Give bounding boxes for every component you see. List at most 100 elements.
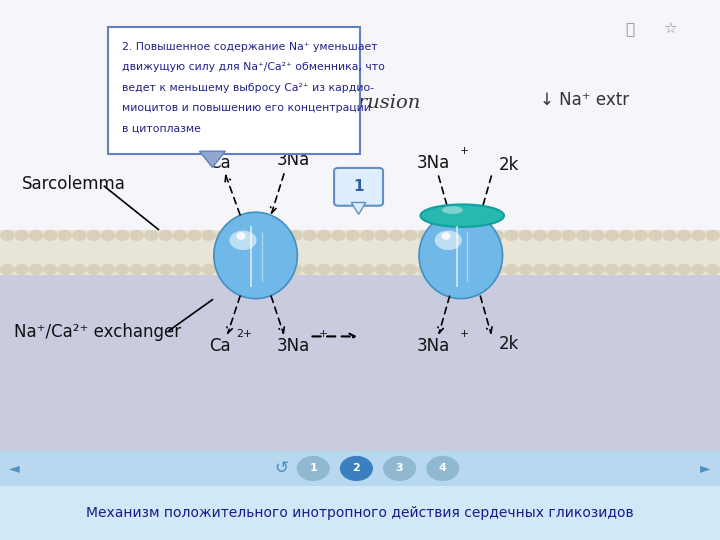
FancyBboxPatch shape bbox=[0, 0, 720, 451]
Text: ►: ► bbox=[701, 462, 711, 475]
Circle shape bbox=[116, 265, 129, 274]
Circle shape bbox=[332, 231, 345, 240]
Circle shape bbox=[202, 265, 215, 274]
Circle shape bbox=[260, 265, 273, 274]
Text: trusion: trusion bbox=[351, 93, 422, 112]
Text: 3: 3 bbox=[396, 463, 403, 474]
FancyBboxPatch shape bbox=[334, 168, 383, 206]
Text: 🗋: 🗋 bbox=[626, 22, 634, 37]
Circle shape bbox=[289, 231, 302, 240]
Circle shape bbox=[274, 265, 287, 274]
Circle shape bbox=[620, 265, 633, 274]
Circle shape bbox=[102, 265, 114, 274]
Circle shape bbox=[562, 231, 575, 240]
Text: Ca: Ca bbox=[210, 337, 231, 355]
Circle shape bbox=[692, 265, 705, 274]
Circle shape bbox=[159, 231, 172, 240]
Circle shape bbox=[159, 265, 172, 274]
Circle shape bbox=[361, 231, 374, 240]
Circle shape bbox=[519, 231, 532, 240]
Circle shape bbox=[606, 231, 618, 240]
Circle shape bbox=[102, 231, 114, 240]
Circle shape bbox=[58, 265, 71, 274]
Ellipse shape bbox=[435, 231, 462, 250]
Circle shape bbox=[591, 265, 604, 274]
Ellipse shape bbox=[441, 232, 451, 240]
Circle shape bbox=[116, 231, 129, 240]
Circle shape bbox=[519, 265, 532, 274]
Circle shape bbox=[634, 231, 647, 240]
Circle shape bbox=[341, 457, 372, 481]
Ellipse shape bbox=[236, 232, 246, 240]
Circle shape bbox=[692, 231, 705, 240]
Circle shape bbox=[649, 265, 662, 274]
Circle shape bbox=[476, 231, 489, 240]
Circle shape bbox=[318, 231, 330, 240]
Text: 2. Повышенное содержание Na⁺ уменьшает: 2. Повышенное содержание Na⁺ уменьшает bbox=[122, 42, 378, 52]
Text: +: + bbox=[459, 146, 469, 156]
Text: ☆: ☆ bbox=[663, 22, 676, 37]
Text: Ca: Ca bbox=[210, 153, 231, 172]
Circle shape bbox=[548, 265, 561, 274]
Text: 2+: 2+ bbox=[236, 146, 252, 156]
Circle shape bbox=[87, 265, 100, 274]
Ellipse shape bbox=[214, 212, 297, 299]
Circle shape bbox=[418, 231, 431, 240]
Circle shape bbox=[231, 231, 244, 240]
Circle shape bbox=[174, 265, 186, 274]
Text: 3Na: 3Na bbox=[417, 153, 450, 172]
Circle shape bbox=[505, 231, 518, 240]
Circle shape bbox=[706, 231, 719, 240]
Circle shape bbox=[15, 231, 28, 240]
Circle shape bbox=[231, 265, 244, 274]
Circle shape bbox=[30, 265, 42, 274]
Polygon shape bbox=[199, 151, 225, 167]
Ellipse shape bbox=[420, 205, 504, 227]
Circle shape bbox=[217, 231, 230, 240]
Circle shape bbox=[404, 265, 417, 274]
Circle shape bbox=[534, 265, 546, 274]
Circle shape bbox=[620, 231, 633, 240]
FancyBboxPatch shape bbox=[108, 27, 360, 154]
Circle shape bbox=[433, 231, 446, 240]
FancyBboxPatch shape bbox=[0, 451, 720, 486]
Circle shape bbox=[433, 265, 446, 274]
Circle shape bbox=[384, 457, 415, 481]
Text: +: + bbox=[459, 329, 469, 339]
Circle shape bbox=[332, 265, 345, 274]
Circle shape bbox=[188, 265, 201, 274]
Circle shape bbox=[591, 231, 604, 240]
Circle shape bbox=[346, 265, 359, 274]
Circle shape bbox=[706, 265, 719, 274]
Circle shape bbox=[30, 231, 42, 240]
Circle shape bbox=[246, 231, 258, 240]
Circle shape bbox=[663, 231, 676, 240]
Circle shape bbox=[274, 231, 287, 240]
Circle shape bbox=[447, 231, 460, 240]
Circle shape bbox=[577, 265, 590, 274]
Circle shape bbox=[297, 457, 329, 481]
Circle shape bbox=[476, 265, 489, 274]
Circle shape bbox=[346, 231, 359, 240]
Circle shape bbox=[447, 265, 460, 274]
Text: ↓ Na⁺ extr: ↓ Na⁺ extr bbox=[540, 91, 629, 109]
Circle shape bbox=[87, 231, 100, 240]
Text: 2k: 2k bbox=[499, 335, 519, 353]
Text: Na⁺/Ca²⁺ exchanger: Na⁺/Ca²⁺ exchanger bbox=[14, 323, 181, 341]
Circle shape bbox=[145, 265, 158, 274]
Text: ↺: ↺ bbox=[274, 460, 288, 477]
Text: 3Na: 3Na bbox=[417, 337, 450, 355]
Polygon shape bbox=[351, 202, 366, 214]
Circle shape bbox=[289, 265, 302, 274]
Circle shape bbox=[318, 265, 330, 274]
Circle shape bbox=[404, 231, 417, 240]
Text: 2+: 2+ bbox=[236, 329, 252, 339]
Circle shape bbox=[58, 231, 71, 240]
Text: миоцитов и повышению его концентрации: миоцитов и повышению его концентрации bbox=[122, 103, 372, 113]
Circle shape bbox=[390, 231, 402, 240]
Circle shape bbox=[577, 231, 590, 240]
Text: 1: 1 bbox=[310, 463, 317, 474]
Text: ◄: ◄ bbox=[9, 462, 19, 475]
Text: 2: 2 bbox=[353, 463, 360, 474]
Text: 4: 4 bbox=[439, 463, 446, 474]
